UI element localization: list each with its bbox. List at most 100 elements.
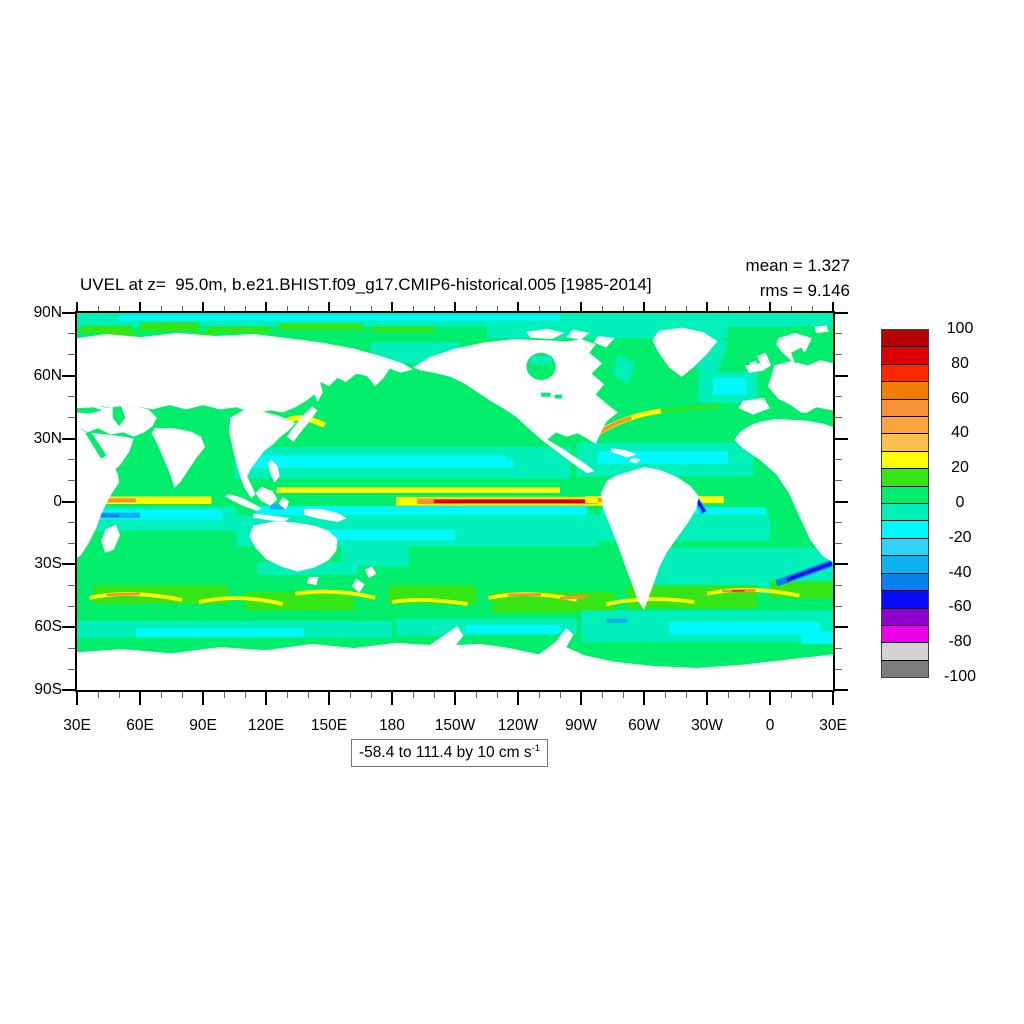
tick-mark [62, 437, 75, 440]
tick-mark [835, 374, 848, 377]
tick-mark [706, 692, 708, 705]
tick-mark [244, 306, 246, 311]
tick-mark [835, 584, 842, 586]
colorbar-tick-label: 100 [946, 320, 974, 337]
tick-mark [835, 689, 848, 691]
colorbar-box [882, 538, 928, 557]
tick-mark [769, 302, 771, 311]
colorbar-tick-label: 20 [951, 459, 969, 477]
land-masses [77, 325, 833, 690]
y-tick-label: 90S [34, 681, 62, 698]
tick-mark [835, 563, 848, 566]
tick-mark [391, 692, 393, 705]
tick-mark [601, 692, 603, 698]
tick-mark [454, 302, 456, 311]
tick-mark [835, 312, 848, 314]
tick-mark [412, 692, 414, 698]
y-tick-label: 60N [33, 366, 62, 384]
plot-title: UVEL at z= 95.0m, b.e21.BHIST.f09_g17.CM… [80, 275, 652, 294]
colorbar-box [882, 364, 928, 383]
tick-mark [835, 542, 842, 544]
tick-mark [835, 354, 842, 356]
tick-mark [68, 417, 75, 419]
tick-mark [62, 626, 75, 629]
ocean-current-bands [77, 313, 833, 644]
tick-mark [727, 306, 729, 311]
tick-mark [496, 692, 498, 698]
tick-mark [68, 542, 75, 544]
tick-mark [307, 692, 309, 698]
tick-mark [475, 306, 477, 311]
colorbar-box [882, 521, 928, 539]
tick-mark [68, 521, 75, 523]
tick-mark [769, 692, 771, 705]
tick-mark [580, 302, 582, 311]
tick-mark [370, 692, 372, 698]
tick-mark [748, 306, 750, 311]
x-tick-label: 90E [189, 717, 217, 734]
x-tick-label: 30E [63, 717, 91, 734]
tick-mark [580, 692, 582, 705]
x-tick-label: 120E [247, 717, 285, 734]
tick-mark [244, 692, 246, 698]
tick-mark [622, 692, 624, 698]
tick-mark [118, 306, 120, 311]
tick-mark [62, 689, 75, 691]
x-tick-label: 120W [497, 717, 539, 734]
tick-mark [835, 459, 842, 461]
map [75, 311, 835, 692]
tick-mark [433, 306, 435, 311]
tick-mark [62, 500, 75, 503]
y-tick-label: 60S [34, 618, 62, 636]
x-tick-label: 30W [691, 717, 723, 734]
tick-mark [68, 396, 75, 398]
tick-mark [62, 312, 75, 314]
tick-mark [68, 668, 75, 670]
tick-mark [835, 480, 842, 482]
tick-mark [835, 626, 848, 629]
colorbar-box [882, 591, 928, 609]
tick-mark [160, 692, 162, 698]
tick-mark [538, 692, 540, 698]
tick-mark [835, 396, 842, 398]
tick-mark [68, 647, 75, 649]
tick-mark [202, 302, 204, 311]
colorbar-tick-label: -40 [948, 563, 972, 581]
x-tick-label: 150E [310, 717, 348, 734]
tick-mark [811, 692, 813, 698]
colorbar-box [882, 608, 928, 626]
tick-mark [454, 692, 456, 705]
mean-value: mean = 1.327 [745, 256, 850, 275]
tick-mark [139, 692, 141, 705]
tick-mark [517, 302, 519, 311]
tick-mark [475, 692, 477, 698]
tick-mark [76, 692, 78, 705]
colorbar-box [882, 643, 928, 661]
contour-range-box: -58.4 to 111.4 by 10 cm s-1 [351, 739, 549, 768]
tick-mark [265, 302, 267, 311]
tick-mark [601, 306, 603, 311]
tick-mark [433, 692, 435, 698]
tick-mark [835, 500, 848, 503]
tick-mark [286, 692, 288, 698]
tick-mark [622, 306, 624, 311]
tick-mark [835, 605, 842, 607]
tick-mark [412, 306, 414, 311]
tick-mark [391, 302, 393, 311]
colorbar-box [882, 330, 928, 348]
tick-mark [349, 692, 351, 698]
colorbar-tick-label: 60 [951, 389, 969, 407]
tick-mark [664, 692, 666, 698]
contour-range-text: -58.4 to 111.4 by 10 cm s [359, 744, 532, 762]
colorbar-box [882, 504, 928, 522]
tick-mark [835, 333, 842, 335]
colorbar-box [882, 434, 928, 452]
tick-mark [685, 692, 687, 698]
tick-mark [265, 692, 267, 705]
tick-mark [517, 692, 519, 705]
tick-mark [811, 306, 813, 311]
tick-mark [790, 306, 792, 311]
x-tick-label: 180 [379, 717, 405, 734]
tick-mark [139, 302, 141, 311]
